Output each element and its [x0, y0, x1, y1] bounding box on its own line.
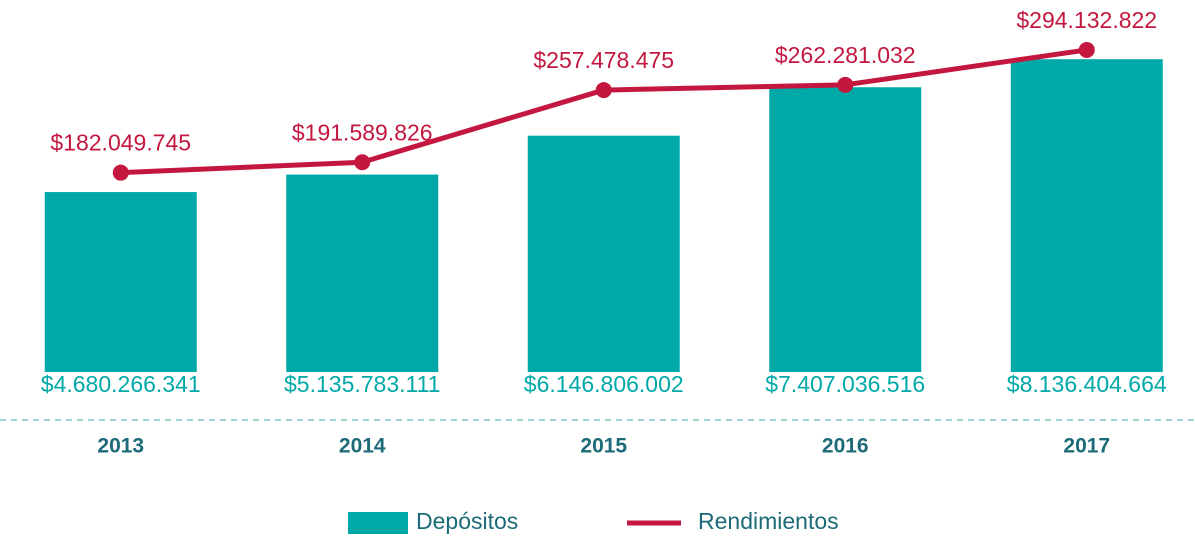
x-tick-label: 2015: [580, 435, 627, 458]
line-point: [595, 82, 612, 99]
bar: [286, 174, 439, 372]
line-value-label: $182.049.745: [50, 130, 191, 156]
line-value-label: $257.478.475: [533, 47, 674, 73]
bar: [527, 135, 680, 372]
x-tick-label: 2013: [97, 435, 144, 458]
line-value-label: $191.589.826: [292, 119, 433, 145]
line-point: [1078, 41, 1095, 58]
line-point: [112, 164, 129, 181]
bar-value-label: $8.136.404.664: [1007, 371, 1167, 397]
bar-value-label: $5.135.783.111: [284, 371, 440, 397]
bar-value-label: $4.680.266.341: [41, 371, 201, 397]
x-tick-label: 2016: [822, 435, 869, 458]
line-point: [354, 154, 371, 171]
x-tick-label: 2014: [339, 435, 386, 458]
bar-value-label: $6.146.806.002: [524, 371, 684, 397]
line-point: [837, 76, 854, 93]
legend-label: Depósitos: [416, 508, 518, 534]
legend: Depósitos Rendimientos: [348, 508, 839, 534]
bar: [44, 192, 197, 372]
bar: [769, 87, 922, 372]
line-value-label: $262.281.032: [775, 42, 916, 68]
legend-label: Rendimientos: [698, 508, 839, 534]
legend-swatch-bar: [348, 512, 408, 534]
bar: [1010, 59, 1163, 373]
line-value-label: $294.132.822: [1016, 7, 1157, 33]
bar-value-label: $7.407.036.516: [765, 371, 925, 397]
x-tick-label: 2017: [1063, 435, 1110, 458]
